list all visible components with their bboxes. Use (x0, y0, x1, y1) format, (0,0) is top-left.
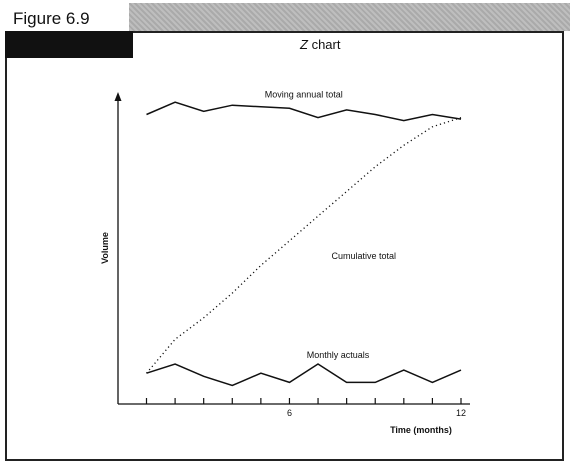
series-label-cumulative-total: Cumulative total (332, 251, 397, 261)
axes (114, 92, 470, 405)
x-tick-label-12: 12 (456, 408, 466, 418)
y-axis-label: Volume (100, 232, 110, 264)
x-axis-label: Time (months) (390, 425, 452, 435)
figure-label-tab: Figure 6.9 (3, 3, 129, 31)
series-line-monthly-actuals (146, 363, 462, 387)
figure-label: Figure 6.9 (13, 9, 90, 28)
series-line-cumulative-total (146, 116, 462, 374)
chart-frame (5, 31, 564, 461)
chart-title-rest: chart (307, 37, 341, 52)
series-label-monthly-actuals: Monthly actuals (307, 350, 370, 360)
chart-title: Z chart (300, 37, 340, 52)
frame-black-tab (5, 31, 133, 58)
y-axis-arrow (114, 92, 122, 101)
x-tick-label-6: 6 (287, 408, 292, 418)
chart-title-italic: Z (300, 37, 308, 52)
series-line-moving-annual-total (146, 101, 462, 122)
series-label-moving-annual-total: Moving annual total (265, 90, 343, 100)
